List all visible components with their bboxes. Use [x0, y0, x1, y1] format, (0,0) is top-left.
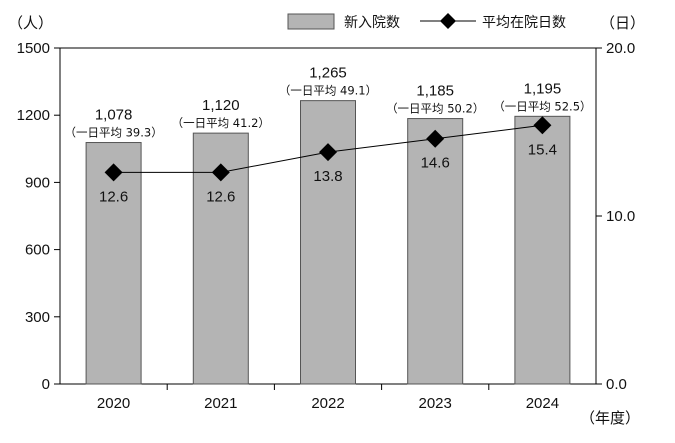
x-axis-tick-label: 2021 — [204, 395, 237, 412]
bar — [407, 118, 464, 385]
bar-daily-average-label: （一日平均 52.5） — [493, 99, 591, 113]
legend-diamond-marker — [440, 13, 456, 29]
line-marker — [104, 163, 123, 182]
bar-series — [85, 100, 571, 385]
bar-value-label: 1,120 — [202, 97, 240, 114]
x-axis-tick-label: 2022 — [311, 395, 344, 412]
data-labels: 1,078 （一日平均 39.3） 1,120 （一日平均 41.2） 1,265 （一日… — [64, 65, 591, 206]
line-marker — [319, 143, 337, 162]
line-marker — [211, 163, 230, 182]
line-value-label: 13.8 — [313, 168, 342, 185]
bar-value-label: 1,078 — [95, 107, 133, 124]
left-axis-tick-label: 1500 — [17, 40, 50, 57]
left-axis-tick-label: 600 — [25, 242, 50, 259]
bar — [300, 100, 356, 385]
left-axis: 0 300 600 900 1200 1500 — [17, 40, 60, 393]
right-axis-unit: （日） — [600, 14, 645, 32]
bar-value-label: 1,185 — [416, 83, 454, 100]
bar-value-label: 1,195 — [524, 80, 562, 97]
x-axis: 2020 2021 2022 2023 2024 — [97, 384, 559, 412]
x-axis-tick-label: 2024 — [526, 395, 559, 412]
legend-line-label: 平均在院日数 — [482, 15, 566, 31]
line-value-label: 15.4 — [528, 141, 557, 158]
line-series — [104, 116, 552, 182]
bar-daily-average-label: （一日平均 49.1） — [279, 84, 377, 98]
line-marker — [533, 116, 552, 135]
bar — [514, 115, 571, 385]
line-marker — [426, 129, 445, 148]
line-value-label: 12.6 — [99, 188, 128, 205]
left-axis-tick-label: 900 — [25, 174, 50, 191]
right-axis-tick-label: 20.0 — [606, 40, 635, 57]
right-axis-tick-label: 0.0 — [606, 376, 627, 393]
bar-daily-average-label: （一日平均 39.3） — [64, 126, 162, 140]
x-axis-tick-label: 2023 — [419, 395, 452, 412]
line-value-label: 12.6 — [206, 188, 235, 205]
bar — [85, 142, 142, 385]
left-axis-tick-label: 1200 — [17, 107, 50, 124]
legend: 新入院数 平均在院日数 — [287, 13, 566, 31]
x-axis-unit: （年度） — [580, 409, 640, 427]
legend-bar-swatch — [287, 13, 335, 30]
bar-value-label: 1,265 — [309, 65, 347, 82]
legend-bar-label: 新入院数 — [344, 15, 400, 31]
bar-daily-average-label: （一日平均 41.2） — [172, 116, 270, 130]
line-value-label: 14.6 — [421, 155, 450, 172]
x-axis-tick-label: 2020 — [97, 395, 130, 412]
bar-daily-average-label: （一日平均 50.2） — [386, 102, 484, 116]
left-axis-tick-label: 0 — [42, 376, 50, 393]
left-axis-unit: （人） — [8, 14, 53, 32]
right-axis-tick-label: 10.0 — [606, 208, 635, 225]
left-axis-tick-label: 300 — [25, 309, 50, 326]
right-axis: 0.0 10.0 20.0 — [596, 40, 635, 393]
